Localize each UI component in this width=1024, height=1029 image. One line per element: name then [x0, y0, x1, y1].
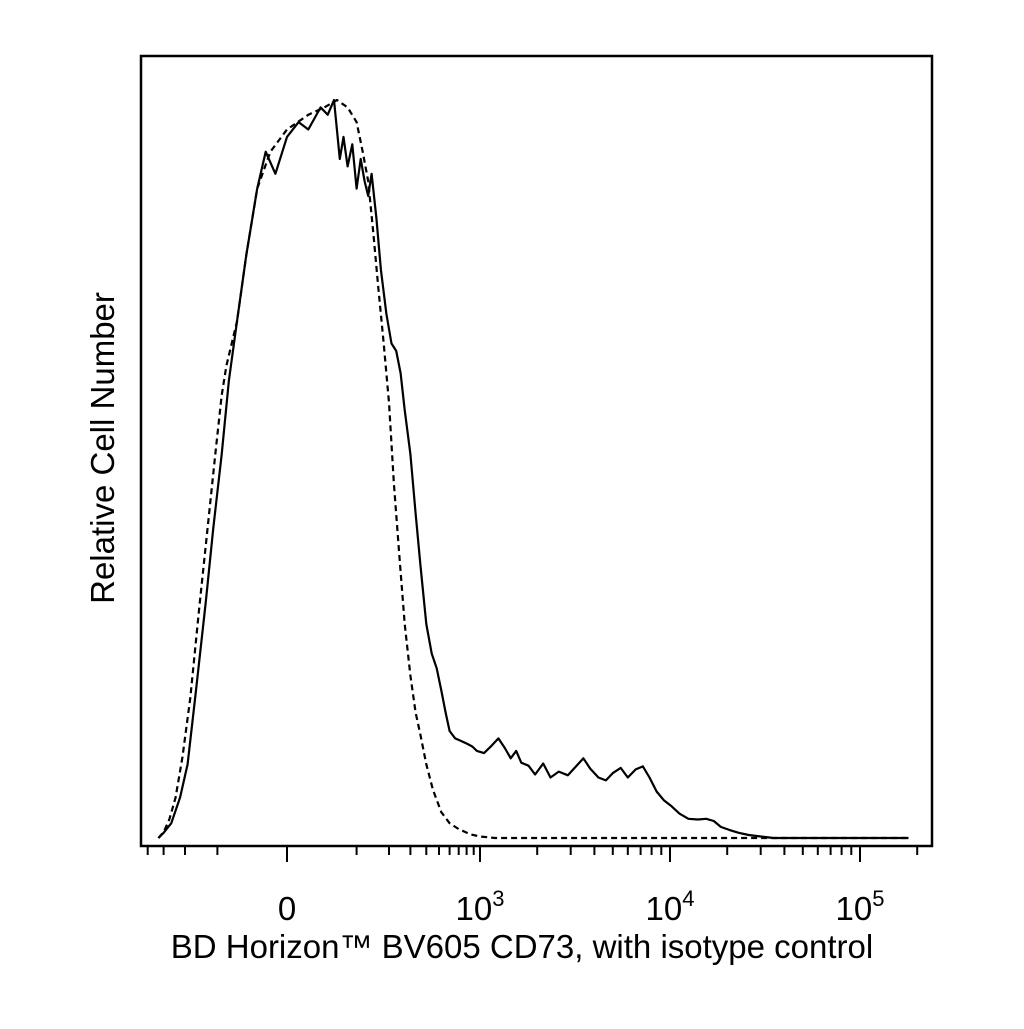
- x-axis-tick-labels: 0 103 104 105: [278, 886, 885, 927]
- isotype-control-histogram: [157, 98, 909, 840]
- x-axis-ticks: [146, 846, 919, 862]
- x-axis-label: BD Horizon™ BV605 CD73, with isotype con…: [171, 928, 873, 965]
- series-layer: [157, 98, 909, 840]
- x-tick-label: 105: [836, 886, 885, 927]
- x-tick-label: 103: [456, 886, 505, 927]
- x-tick-label: 104: [646, 886, 695, 927]
- x-tick-label: 0: [278, 890, 296, 927]
- stained-sample-histogram: [157, 98, 909, 840]
- y-axis-label: Relative Cell Number: [84, 292, 121, 604]
